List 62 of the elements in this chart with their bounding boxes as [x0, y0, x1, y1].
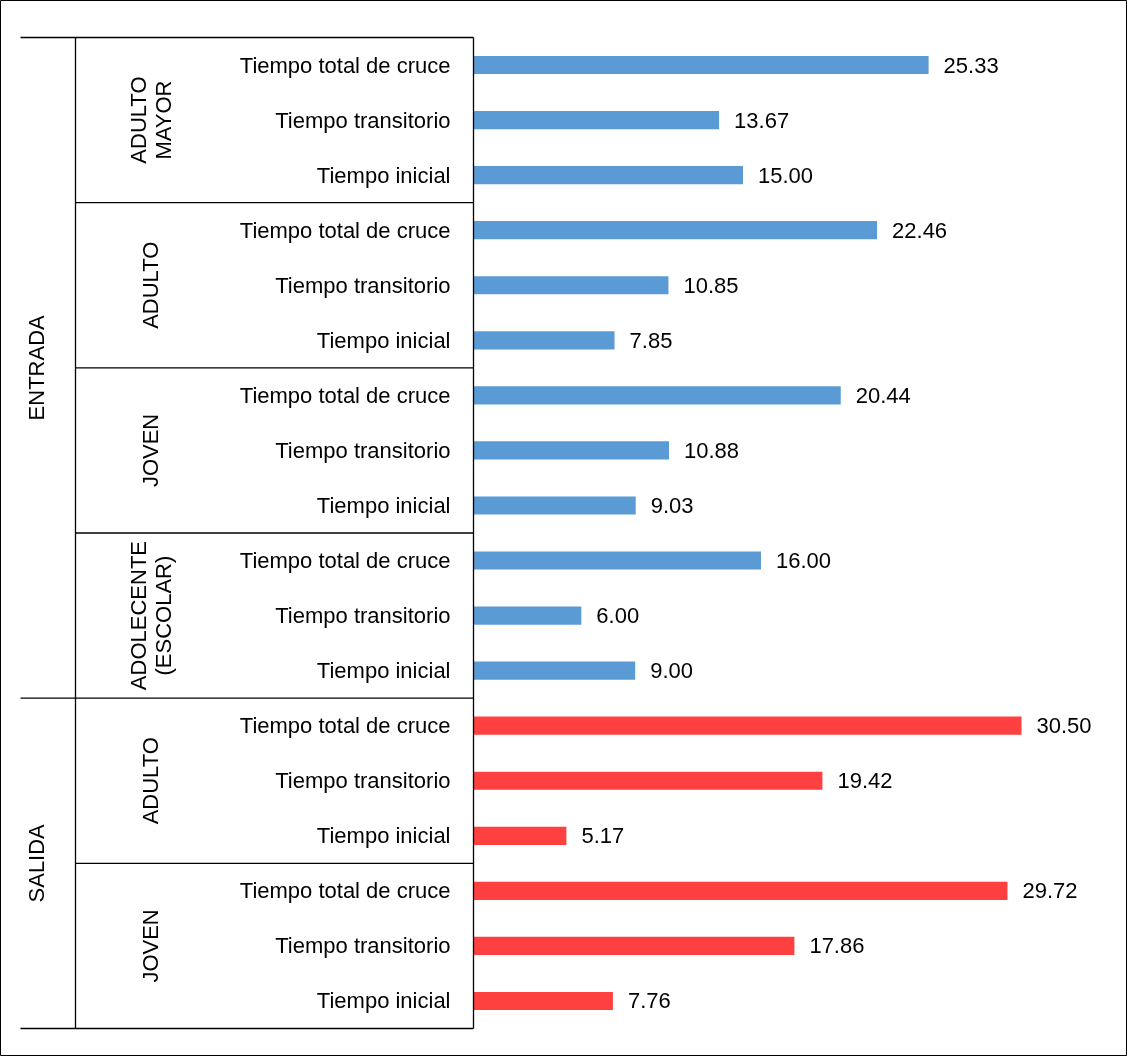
- text: ADULTO: [138, 737, 163, 825]
- y-tick-label: Tiempo transitorio: [275, 933, 451, 959]
- y-tick-label: Tiempo total de cruce: [239, 217, 451, 243]
- bar: [473, 331, 615, 350]
- y-tick-label: Tiempo inicial: [316, 658, 451, 684]
- text: ADOLECENTE (ESCOLAR): [125, 541, 176, 691]
- bar: [473, 936, 795, 955]
- bar: [473, 166, 744, 185]
- bar: [473, 386, 841, 405]
- data-label: 7.85: [629, 327, 673, 353]
- data-label: 29.72: [1022, 878, 1078, 904]
- data-label: 10.85: [683, 272, 739, 298]
- bar: [473, 771, 823, 790]
- bar: [473, 221, 878, 240]
- y-tick-label: Tiempo transitorio: [275, 603, 451, 629]
- y-tick-label: Tiempo inicial: [316, 162, 451, 188]
- text: ADULTO: [138, 241, 163, 329]
- y-tick-label: Tiempo transitorio: [275, 272, 451, 298]
- bar: [473, 551, 761, 570]
- y-tick-label: Tiempo total de cruce: [239, 878, 451, 904]
- data-label: 10.88: [683, 437, 740, 463]
- y-tick-label: Tiempo inicial: [316, 327, 451, 353]
- bar: [473, 826, 567, 845]
- bar: [473, 55, 929, 75]
- y-tick-label: Tiempo transitorio: [275, 437, 451, 463]
- data-label: 25.33: [943, 52, 999, 78]
- data-label: 30.50: [1036, 713, 1092, 739]
- bar: [473, 606, 582, 625]
- bar: [473, 441, 669, 460]
- data-label: 9.00: [650, 658, 694, 684]
- y-tick-label: Tiempo total de cruce: [239, 548, 451, 574]
- text: JOVEN: [138, 413, 163, 488]
- text: ENTRADA: [24, 314, 49, 421]
- data-label: 13.67: [734, 107, 790, 133]
- bar: [473, 111, 720, 130]
- y-tick-label: Tiempo transitorio: [275, 768, 451, 794]
- data-label: 22.46: [892, 217, 948, 243]
- bar: [473, 881, 1008, 900]
- y-tick-label: Tiempo total de cruce: [239, 713, 451, 739]
- data-label: 20.44: [855, 382, 911, 408]
- bar: [473, 661, 636, 680]
- text: JOVEN: [138, 909, 163, 983]
- bar: [473, 991, 613, 1011]
- bar: [473, 716, 1022, 735]
- bar: [473, 276, 669, 295]
- bar: [473, 496, 636, 515]
- y-tick-label: Tiempo transitorio: [275, 107, 451, 133]
- data-label: 5.17: [581, 823, 625, 849]
- data-label: 9.03: [650, 492, 694, 518]
- y-tick-label: Tiempo total de cruce: [239, 382, 451, 408]
- y-tick-label: Tiempo total de cruce: [239, 52, 451, 78]
- y-tick-label: Tiempo inicial: [316, 492, 451, 518]
- data-label: 6.00: [596, 603, 640, 629]
- y-tick-label: Tiempo inicial: [316, 823, 451, 849]
- data-label: 15.00: [758, 162, 814, 188]
- data-label: 19.42: [837, 768, 893, 794]
- data-label: 16.00: [775, 548, 832, 574]
- text: SALIDA: [24, 823, 49, 903]
- text: ADULTO MAYOR: [125, 76, 176, 164]
- y-tick-label: Tiempo inicial: [316, 988, 451, 1014]
- data-label: 7.76: [627, 988, 671, 1014]
- data-label: 17.86: [809, 933, 865, 959]
